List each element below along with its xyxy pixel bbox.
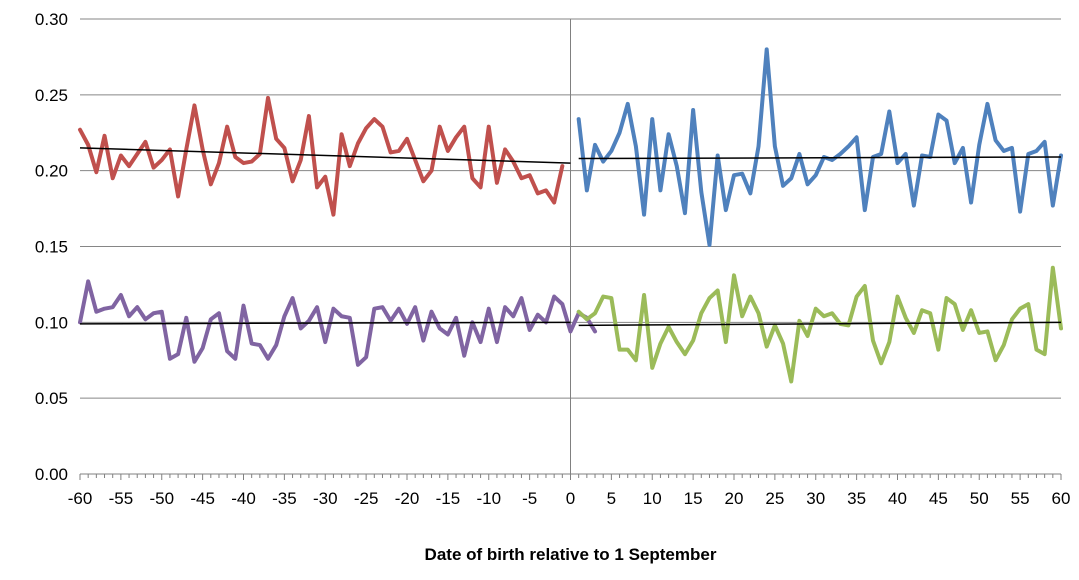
x-tick-label: -25 — [354, 489, 379, 508]
x-tick-label: -20 — [395, 489, 420, 508]
x-tick-label: 5 — [607, 489, 616, 508]
x-tick-label: -5 — [522, 489, 537, 508]
y-axis-ticks: 0.00 0.05 0.10 0.15 0.20 0.25 0.30 — [35, 10, 68, 484]
trend-line-1 — [79, 147, 571, 164]
series-line-3 — [78, 279, 598, 367]
x-tick-label: 35 — [847, 489, 866, 508]
x-tick-label: -10 — [476, 489, 501, 508]
x-tick-label: 30 — [806, 489, 825, 508]
x-tick-label: 50 — [970, 489, 989, 508]
x-tick-label: -45 — [190, 489, 215, 508]
x-axis-title: Date of birth relative to 1 September — [425, 545, 717, 564]
x-tick-label: 25 — [765, 489, 784, 508]
x-tick-label: -35 — [272, 489, 297, 508]
x-tick-label: -30 — [313, 489, 338, 508]
series-line-2 — [576, 47, 1063, 247]
x-tick-label: 60 — [1052, 489, 1071, 508]
x-tick-label: -60 — [68, 489, 93, 508]
x-tick-label: -40 — [231, 489, 256, 508]
trend-line-3 — [79, 321, 571, 325]
x-axis: -60 -55 -50 -45 -40 -35 -30 -25 -20 -15 -10 -5 0 5 10 1… — [68, 474, 1071, 508]
trend-line-2 — [578, 156, 1062, 160]
x-tick-label: 15 — [684, 489, 703, 508]
series-line-4 — [576, 265, 1063, 384]
trend-line-4 — [578, 321, 1062, 327]
x-tick-label: 40 — [888, 489, 907, 508]
x-tick-label: 55 — [1011, 489, 1030, 508]
y-tick-label: 0.15 — [35, 238, 68, 257]
y-tick-label: 0.20 — [35, 162, 68, 181]
x-tick-label: 10 — [643, 489, 662, 508]
series-line-1 — [78, 95, 565, 217]
x-tick-label: 20 — [725, 489, 744, 508]
x-tick-label: 0 — [566, 489, 575, 508]
x-tick-label: -55 — [109, 489, 134, 508]
series-lines — [78, 47, 1063, 384]
y-tick-label: 0.00 — [35, 465, 68, 484]
y-tick-label: 0.30 — [35, 10, 68, 29]
x-tick-label: -15 — [436, 489, 461, 508]
y-tick-label: 0.05 — [35, 389, 68, 408]
x-tick-label: 45 — [929, 489, 948, 508]
trend-lines — [79, 147, 1062, 327]
y-tick-label: 0.10 — [35, 313, 68, 332]
x-tick-label: -50 — [149, 489, 174, 508]
y-tick-label: 0.25 — [35, 86, 68, 105]
